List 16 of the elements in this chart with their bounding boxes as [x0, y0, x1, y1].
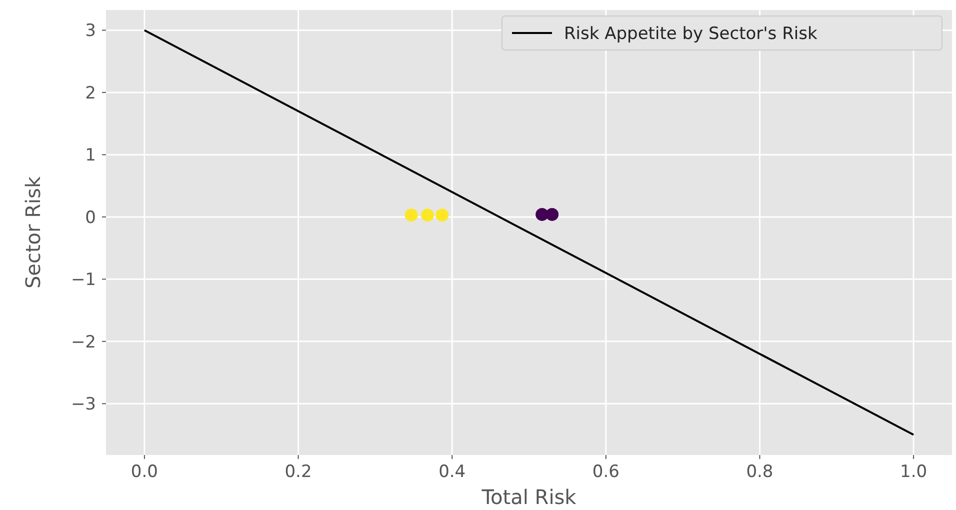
y-axis-title: Sector Risk	[21, 176, 45, 289]
y-tick-label: 2	[85, 83, 96, 104]
x-tick-label: 0.6	[592, 462, 620, 482]
y-tick-label: −2	[70, 332, 96, 352]
x-axis-title: Total Risk	[480, 485, 577, 509]
y-tick-label: −3	[70, 394, 96, 415]
y-tick-label: 0	[85, 208, 96, 228]
y-tick-label: 3	[85, 21, 96, 42]
legend-label: Risk Appetite by Sector's Risk	[564, 24, 818, 44]
x-tick-label: 0.8	[746, 462, 774, 482]
x-tick-label: 0.0	[130, 462, 158, 482]
x-tick-label: 1.0	[900, 462, 928, 482]
y-tick-label: −1	[70, 270, 96, 290]
x-tick-label: 0.2	[284, 462, 312, 482]
y-tick-label: 1	[85, 146, 96, 166]
x-tick-label: 0.4	[438, 462, 466, 482]
